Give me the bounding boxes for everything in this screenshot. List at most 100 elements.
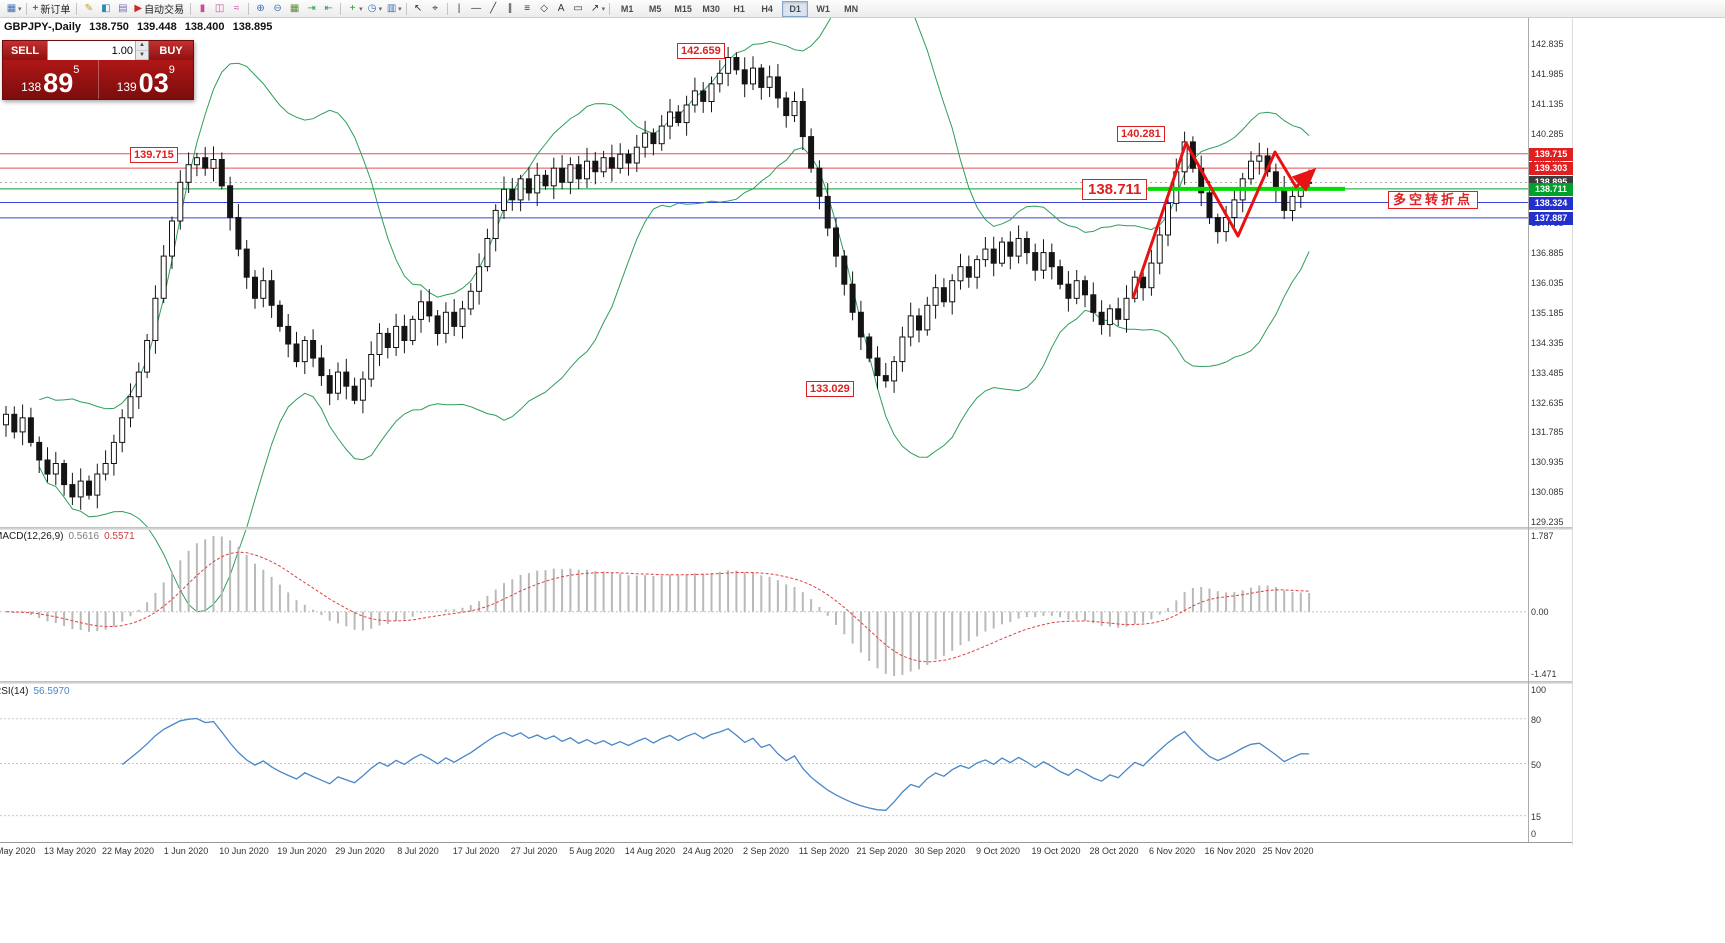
date-axis-label: 30 Sep 2020 [914,846,966,856]
macd-axis-max: 1.787 [1531,531,1554,541]
auto-scroll-icon[interactable]: ⇥ [307,3,316,14]
price-callout[interactable]: 140.281 [1117,126,1165,142]
price-callout[interactable]: 138.711 [1082,179,1148,200]
toolbar-separator [190,2,192,15]
date-axis-label: 16 Nov 2020 [1204,846,1256,856]
period-icon[interactable]: ◷ [367,3,377,14]
macd-value-signal: 0.5571 [104,531,135,542]
add-indicator-icon[interactable]: + [349,3,356,14]
buy-price-point: 9 [168,64,175,76]
buy-price-pips: 03 [138,68,169,98]
timeframe-d1[interactable]: D1 [782,0,809,17]
new-order-button[interactable]: + 新订单 [30,1,74,16]
horizontal-line-icon[interactable]: ― [471,3,482,14]
equidistant-channel-icon[interactable]: ∥ [507,3,513,14]
volume-up-icon[interactable]: ▲ [136,41,148,51]
sell-price[interactable]: 138 89 5 [3,60,99,99]
metaeditor-icon[interactable]: ✎ [84,3,94,14]
price-axis-label: 141.135 [1531,99,1564,109]
price-tag: 137.887 [1529,212,1573,225]
template-icon[interactable]: ▥ [386,3,397,14]
template-caret[interactable]: ▾ [398,5,402,13]
date-axis-label: 19 Oct 2020 [1031,846,1081,856]
price-callout[interactable]: 142.659 [677,43,725,59]
shapes-icon[interactable]: ◇ [540,3,548,14]
date-axis[interactable]: 4 May 2020 13 May 2020 22 May 2020 1 Jun 20… [0,842,1530,862]
text-icon[interactable]: A [557,3,565,14]
rsi-axis-label: 80 [1531,715,1542,725]
date-axis-label: 10 Jun 2020 [219,846,269,856]
buy-button[interactable]: BUY [149,41,193,60]
rsi-header: RSI(14) 56.5970 [0,686,70,697]
arrows-caret[interactable]: ▾ [601,5,606,13]
timeframe-m5[interactable]: M5 [648,3,662,14]
price-tag: 138.711 [1529,183,1573,196]
timeframe-m1[interactable]: M1 [620,3,634,14]
open-value: 138.750 [89,21,129,33]
close-value: 138.895 [232,21,273,33]
timeframe-m30[interactable]: M30 [702,3,720,14]
rsi-axis-label: 0 [1531,829,1537,839]
macd-value-main: 0.5616 [68,531,100,542]
buy-price-figure: 139 [116,80,137,94]
zoom-out-icon[interactable]: ⊖ [273,3,282,14]
new-chart-icon[interactable]: ▦ [6,3,17,14]
trendline-icon[interactable]: ╱ [490,3,497,14]
date-axis-border [0,842,1572,843]
high-value: 139.448 [136,21,177,33]
panel-splitter-macd[interactable] [0,527,1572,530]
autotrading-button[interactable]: ▶ 自动交易 [131,1,187,16]
arrows-icon[interactable]: ↗ [590,3,600,14]
toolbar-separator [248,2,250,15]
candlestick-chart-icon[interactable]: ◫ [214,3,225,14]
price-callout[interactable]: 133.029 [806,381,854,397]
price-axis-label: 136.035 [1531,278,1564,288]
volume-stepper: ▲ ▼ [135,41,148,60]
volume-field: ▲ ▼ [47,41,149,60]
toolbar-separator [340,2,342,15]
price-axis-label: 135.185 [1531,308,1564,318]
tile-windows-icon[interactable]: ▦ [289,3,300,14]
date-axis-label: 4 May 2020 [0,846,36,856]
sell-button[interactable]: SELL [3,41,47,60]
date-axis-label: 6 Nov 2020 [1148,846,1196,856]
cursor-icon[interactable]: ↖ [413,3,423,14]
timeframe-h4[interactable]: H4 [761,3,773,14]
bar-chart-icon[interactable]: ▮ [199,3,206,14]
vertical-line-icon[interactable]: | [457,3,461,14]
text-label-icon[interactable]: ▭ [573,3,583,14]
volume-input[interactable] [48,41,135,60]
panel-splitter-rsi[interactable] [0,681,1572,684]
date-axis-label: 28 Oct 2020 [1089,846,1139,856]
line-chart-icon[interactable]: ≈ [233,3,240,14]
chart-shift-icon[interactable]: ⇤ [324,3,333,14]
zoom-in-icon[interactable]: ⊕ [256,3,265,14]
fibonacci-icon[interactable]: ≡ [524,3,531,14]
buy-price[interactable]: 139 03 9 [99,60,194,99]
volume-down-icon[interactable]: ▼ [136,50,148,60]
date-axis-label: 1 Jun 2020 [163,846,209,856]
price-axis-label: 132.635 [1531,398,1564,408]
timeframe-h1[interactable]: H1 [733,3,745,14]
price-tag: 138.324 [1529,197,1573,210]
crosshair-icon[interactable]: ⌖ [432,3,438,14]
turning-point-label[interactable]: 多空转折点 [1388,191,1479,209]
timeframe-w1[interactable]: W1 [816,3,830,14]
price-callout[interactable]: 139.715 [130,147,178,163]
market-watch-icon[interactable]: ◧ [101,3,111,14]
price-axis-label: 140.285 [1531,129,1564,139]
timeframe-mn[interactable]: MN [844,3,859,14]
timeframe-m15[interactable]: M15 [674,3,692,14]
date-axis-label: 27 Jul 2020 [510,846,558,856]
navigator-icon[interactable]: ▤ [118,3,128,14]
rsi-value: 56.5970 [33,686,70,697]
chart-profiles-caret[interactable]: ▾ [18,5,22,13]
add-indicator-caret[interactable]: ▾ [359,5,363,13]
period-caret[interactable]: ▾ [378,5,383,13]
price-axis-label: 130.935 [1531,457,1564,467]
date-axis-label: 13 May 2020 [43,846,97,856]
toolbar-separator [25,2,27,15]
toolbar-separator [609,2,611,15]
low-value: 138.400 [184,21,225,33]
